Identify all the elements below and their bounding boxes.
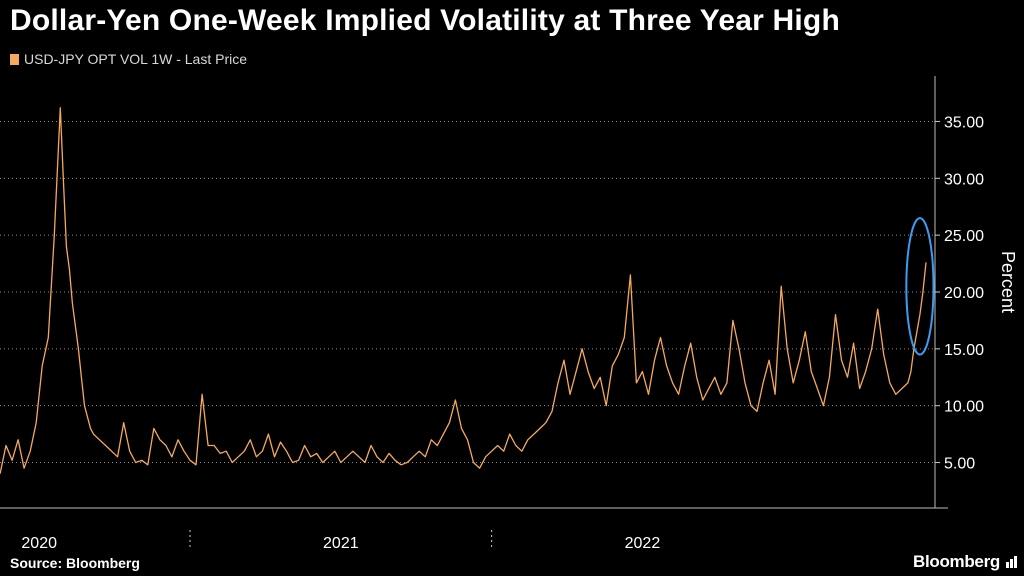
series-group [0,107,927,475]
y-axis-label: Percent [998,251,1018,313]
y-tick-label-20: 20.00 [944,285,984,302]
y-tick-label-35: 35.00 [944,114,984,131]
y-tick-label-10: 10.00 [944,399,984,416]
y-tick-label-30: 30.00 [944,171,984,188]
brand-logo: Bloomberg [912,552,1000,571]
annotation-ellipse-0 [905,217,935,356]
chart-title: Dollar-Yen One-Week Implied Volatility a… [10,4,840,37]
legend: USD-JPY OPT VOL 1W - Last Price [10,51,247,67]
source-note: Source: Bloomberg [10,555,140,571]
x-tick-label-2020: 2020 [21,535,57,552]
axes [0,76,948,509]
y-tick-label-15: 15.00 [944,342,984,359]
y-axis-ticks: 5.00 10.00 15.00 20.00 25.00 30.00 35.00 [935,114,984,473]
annotations [905,217,935,356]
series-line-0 [0,107,927,475]
gridlines [0,120,935,464]
y-tick-label-5: 5.00 [944,456,975,473]
legend-swatch [10,53,19,65]
brand-mark-icon [1006,556,1017,568]
x-axis: 2020 2021 2022 [21,530,660,552]
legend-label: USD-JPY OPT VOL 1W - Last Price [24,51,248,67]
x-tick-label-2021: 2021 [323,535,359,552]
y-tick-label-25: 25.00 [944,228,984,245]
x-tick-label-2022: 2022 [625,535,661,552]
